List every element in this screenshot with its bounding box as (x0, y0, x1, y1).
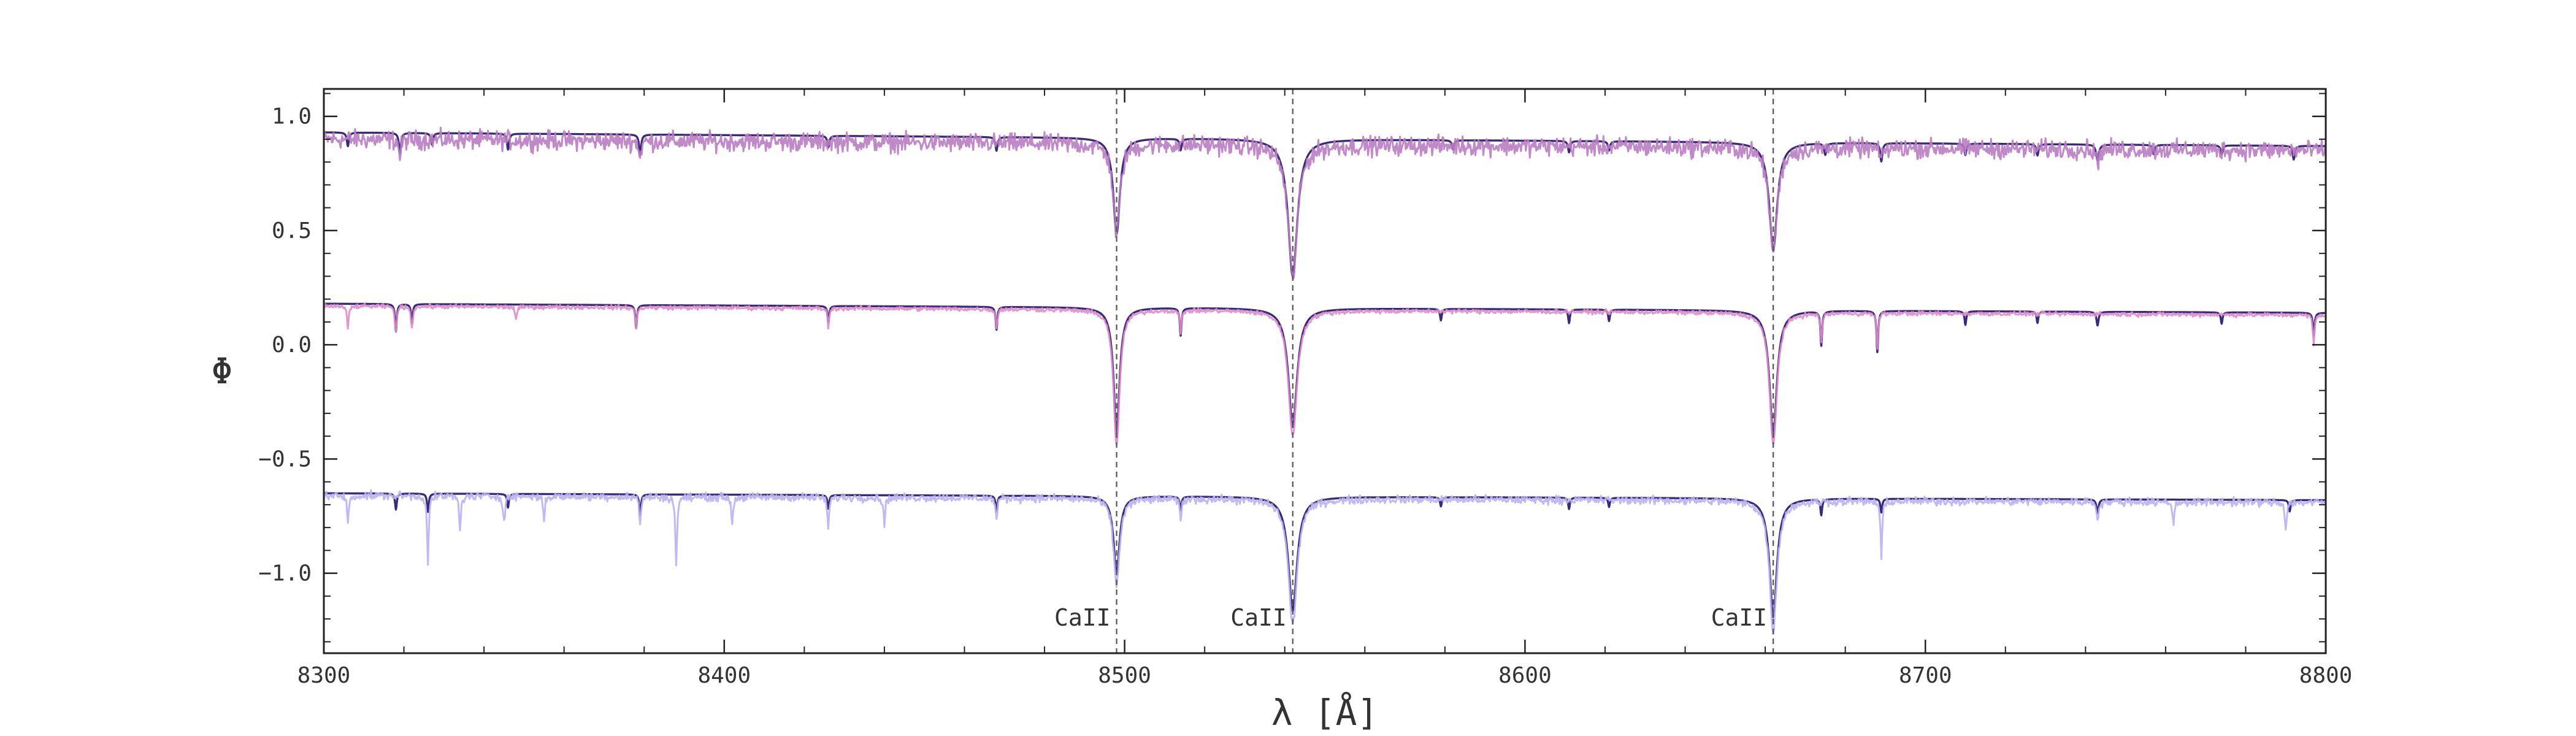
tick-layer: 8300 8400 8500 8600 8700 8800 1.0 0.5 0.0 −0.5 −1.… (258, 89, 2352, 688)
caii-label-1: CaII (1230, 604, 1287, 631)
series-layer (324, 126, 2326, 635)
y-tick-label-0: 1.0 (272, 104, 312, 129)
y-axis-label: Φ (212, 350, 233, 392)
series-line-1-obs (324, 126, 2326, 280)
plot-frame (323, 88, 2327, 654)
y-tick-label-4: −1.0 (258, 561, 312, 586)
series-line-3-obs (324, 302, 2325, 446)
y-tick-label-1: 0.5 (272, 218, 312, 243)
y-tick-label-2: 0.0 (272, 332, 312, 358)
caii-label-2: CaII (1711, 604, 1768, 631)
x-tick-label-4: 8700 (1899, 663, 1952, 688)
series-line-2-model (324, 302, 2326, 437)
annotation-layer: CaII CaII CaII (1054, 604, 1767, 631)
y-tick-label-3: −0.5 (258, 447, 312, 472)
caii-label-0: CaII (1054, 604, 1111, 631)
x-tick-label-1: 8400 (697, 663, 751, 688)
series-line-5-obs (324, 489, 2326, 635)
x-tick-label-5: 8800 (2299, 663, 2353, 688)
x-axis-label: λ [Å] (1271, 691, 1379, 734)
x-tick-label-2: 8500 (1098, 663, 1151, 688)
x-tick-label-3: 8600 (1498, 663, 1552, 688)
x-tick-label-0: 8300 (297, 663, 351, 688)
